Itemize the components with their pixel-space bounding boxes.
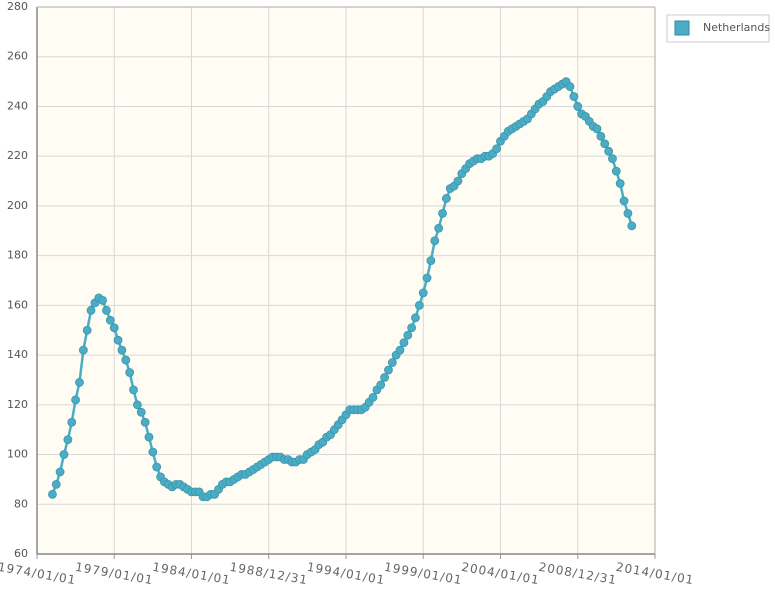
data-point [144,432,154,442]
data-point [441,194,451,203]
x-tick-label: 1994/01/01 [306,560,386,588]
y-tick-label: 120 [7,398,28,411]
x-tick-label: 1999/01/01 [383,560,463,588]
data-point [140,417,150,427]
data-point [63,435,73,445]
data-point [600,139,610,149]
data-point [596,131,606,141]
data-point [430,236,440,246]
data-point [438,208,447,218]
y-tick-label: 280 [7,0,28,13]
legend: Netherlands [666,14,770,43]
data-point [611,166,621,176]
data-point [492,144,501,154]
data-point [384,365,393,375]
data-point [453,176,463,186]
data-point [569,92,579,101]
data-point [113,335,123,345]
data-point [619,196,629,206]
y-tick-label: 180 [7,249,28,262]
x-tick-label: 2008/12/31 [538,560,618,588]
y-tick-label: 80 [14,497,28,510]
data-point [411,313,420,323]
y-tick-label: 100 [7,448,28,461]
data-point [573,102,583,111]
legend-swatch [674,20,690,36]
y-tick-label: 200 [7,199,28,212]
y-tick-label: 260 [7,50,28,63]
y-tick-label: 160 [7,298,28,311]
x-tick-label: 1979/01/01 [74,560,154,588]
data-point [105,315,115,325]
data-point [376,380,386,390]
data-point [82,325,92,335]
data-point [604,146,614,156]
data-point [98,295,108,305]
data-point [414,300,424,310]
data-point [592,124,602,134]
data-point [426,256,436,266]
data-point [55,467,65,477]
data-point [67,417,77,427]
data-point [148,447,158,457]
data-point [121,355,131,365]
data-point [109,323,119,333]
data-point [608,154,617,164]
data-point [368,392,378,402]
data-point [152,462,162,472]
data-point [627,221,637,231]
data-point [407,323,417,333]
x-tick-label: 2014/01/01 [615,560,695,588]
x-tick-label: 1974/01/01 [0,560,77,588]
data-point [418,288,428,298]
data-point [434,223,444,233]
data-point [136,407,146,417]
data-point [380,373,389,382]
x-tick-label: 1984/01/01 [151,560,231,588]
data-point [623,208,633,218]
data-point [399,338,409,348]
y-tick-label: 60 [14,547,28,560]
data-point [102,305,111,315]
data-point [71,395,80,405]
x-tick-label: 2004/01/01 [460,560,540,588]
data-point [51,479,61,489]
data-point [117,345,127,355]
y-tick-label: 140 [7,348,28,361]
data-point [125,368,135,377]
x-tick-label: 1988/12/31 [229,560,309,588]
data-point [615,179,625,188]
data-point [75,378,84,387]
data-point [395,345,405,355]
data-point [132,400,142,410]
y-tick-label: 240 [7,99,28,112]
y-tick-label: 220 [7,149,28,162]
data-point [565,82,575,91]
data-point [403,330,413,340]
legend-label: Netherlands [703,21,770,34]
data-point [387,358,397,367]
data-point [422,273,432,283]
data-point [48,489,57,499]
data-point [59,450,69,459]
data-point [78,345,88,355]
data-point [86,305,96,315]
data-point [129,385,138,395]
